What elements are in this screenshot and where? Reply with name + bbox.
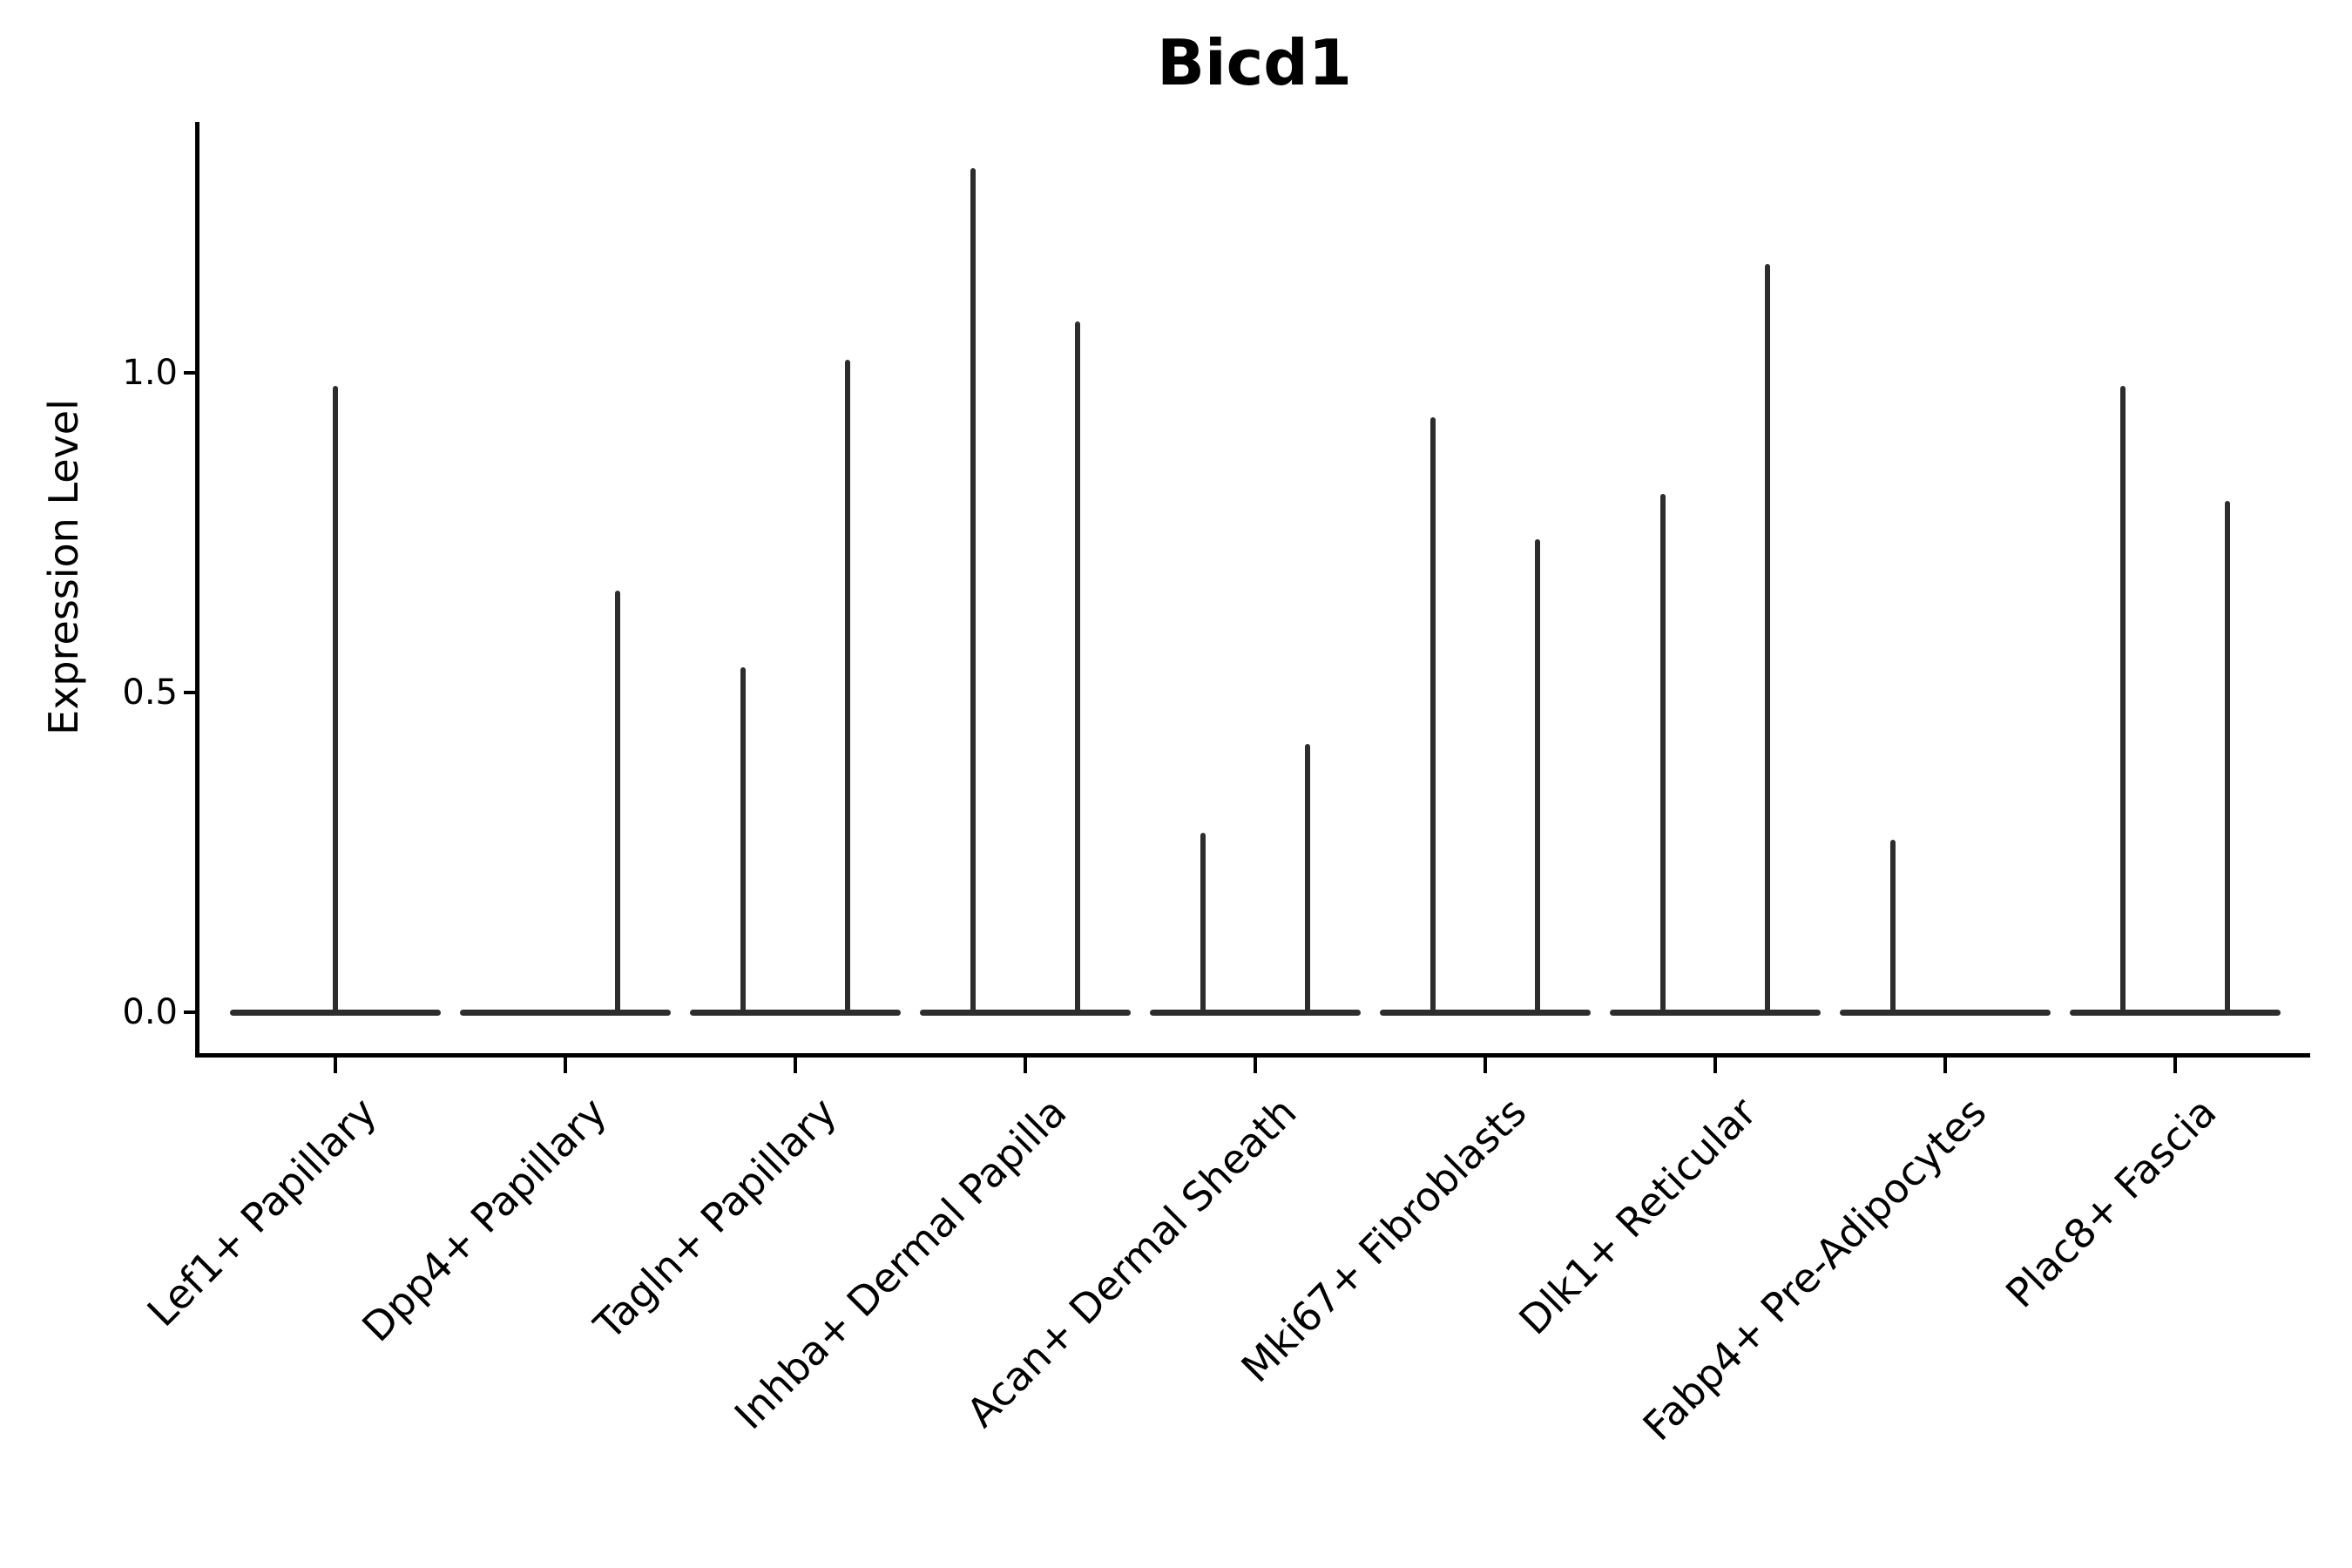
y-tick-mark xyxy=(184,1010,198,1014)
violin-spike xyxy=(615,590,620,1014)
x-tick-mark xyxy=(794,1053,797,1073)
violin-spike xyxy=(1305,743,1310,1014)
y-tick-label: 0.5 xyxy=(122,672,178,713)
y-axis-spine xyxy=(195,122,199,1058)
x-tick-mark xyxy=(2173,1053,2177,1073)
violin-spike xyxy=(1765,264,1770,1014)
x-tick-mark xyxy=(1024,1053,1027,1073)
violin-baseline xyxy=(920,1010,1131,1016)
x-axis-spine xyxy=(195,1053,2310,1058)
violin-spike xyxy=(1535,538,1540,1014)
y-tick-label: 1.0 xyxy=(122,353,178,393)
x-tick-mark xyxy=(564,1053,567,1073)
violin-spike xyxy=(333,385,338,1014)
violin-spike xyxy=(970,168,976,1014)
violin-baseline xyxy=(1380,1010,1591,1016)
violin-spike xyxy=(1200,833,1206,1014)
violin-baseline xyxy=(460,1010,671,1016)
y-tick-label: 0.0 xyxy=(122,992,178,1032)
y-tick-mark xyxy=(184,691,198,694)
violin-spike xyxy=(1075,321,1080,1014)
x-tick-mark xyxy=(1484,1053,1487,1073)
y-tick-mark xyxy=(184,371,198,375)
violin-spike xyxy=(2225,500,2230,1014)
violin-baseline xyxy=(690,1010,901,1016)
violin-baseline xyxy=(1840,1010,2051,1016)
violin-spike xyxy=(2120,385,2126,1014)
violin-spike xyxy=(740,666,746,1014)
x-tick-mark xyxy=(1254,1053,1257,1073)
violin-spike xyxy=(1660,494,1666,1014)
x-tick-mark xyxy=(1943,1053,1947,1073)
violin-baseline xyxy=(1150,1010,1361,1016)
violin-spike xyxy=(1890,839,1896,1014)
violin-spike xyxy=(845,360,850,1014)
violin-baseline xyxy=(2070,1010,2281,1016)
x-tick-mark xyxy=(334,1053,337,1073)
chart-title: Bicd1 xyxy=(1157,26,1352,99)
violin-baseline xyxy=(1610,1010,1821,1016)
violin-spike xyxy=(1430,417,1436,1014)
x-tick-mark xyxy=(1713,1053,1717,1073)
